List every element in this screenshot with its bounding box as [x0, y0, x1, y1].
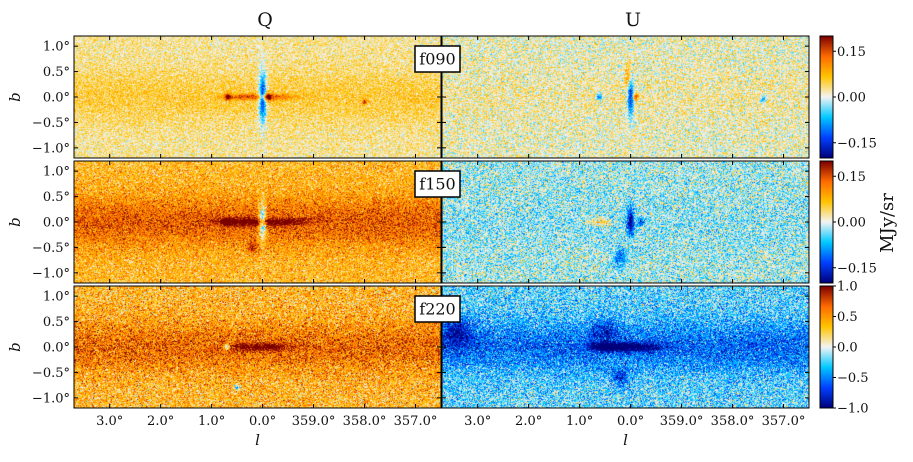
- y-tick-label: −0.5°: [32, 241, 70, 256]
- map-panel-f220-u: [441, 285, 810, 409]
- x-axis-label: l: [255, 431, 260, 449]
- colorbar-tick-label: 0.00: [837, 91, 866, 106]
- x-tick-label: 3.0°: [464, 414, 491, 429]
- x-tick-label: 2.0°: [515, 414, 542, 429]
- x-tick-label: 357.0°: [394, 414, 438, 429]
- map-panel-f090-u: [441, 35, 810, 159]
- map-panel-f150-q: [73, 160, 442, 284]
- y-axis-label: b: [6, 92, 24, 102]
- column-titles: Q U: [257, 9, 641, 31]
- x-tick-label: 1.0°: [198, 414, 225, 429]
- x-tick-label: 1.0°: [566, 414, 593, 429]
- y-tick-label: 1.0°: [43, 165, 70, 180]
- x-tick-label: 0.0°: [617, 414, 644, 429]
- colorbar-f150: 0.15 0.00 −0.15: [819, 160, 877, 284]
- colorbar-tick-label: −0.15: [837, 136, 877, 151]
- band-label-text: f220: [419, 300, 455, 319]
- colorbar-tick-label: 0.00: [837, 216, 866, 231]
- band-label-text: f090: [419, 50, 455, 69]
- colorbar-tick-label: −1.0: [837, 402, 869, 417]
- colorbar-tick-label: 0.0: [837, 341, 858, 356]
- y-tick-label: −0.5°: [32, 116, 70, 131]
- colorbar-gradient: [820, 161, 833, 283]
- band-label-f090: f090: [414, 45, 461, 73]
- x-tick-label: 359.0°: [292, 414, 336, 429]
- colorbar-tick-label: 1.0: [837, 280, 858, 295]
- colorbar-tick-label: −0.15: [837, 261, 877, 276]
- colorbar-f090: 0.15 0.00 −0.15: [819, 35, 877, 159]
- y-tick-label: −0.5°: [32, 366, 70, 381]
- band-label-f150: f150: [414, 170, 461, 198]
- y-tick-label: −1.0°: [32, 391, 70, 406]
- x-tick-label: 357.0°: [762, 414, 806, 429]
- y-axes: 1.0° 0.5° 0.0° −0.5° −1.0° b 1.0° 0.5° 0.0° −0.5°…: [6, 40, 70, 407]
- band-label-box: [414, 170, 461, 198]
- colorbar-tick-label: −0.5: [837, 371, 869, 386]
- x-tick-label: 359.0°: [660, 414, 704, 429]
- y-tick-label: 1.0°: [43, 290, 70, 305]
- map-image: [74, 36, 441, 158]
- y-tick-label: 0.5°: [43, 65, 70, 80]
- y-tick-label: 0.5°: [43, 315, 70, 330]
- y-axis-label: b: [6, 342, 24, 352]
- map-image: [74, 286, 441, 408]
- column-title-q: Q: [257, 9, 273, 31]
- colorbar-tick-label: 0.5: [837, 310, 858, 325]
- x-tick-label: 0.0°: [249, 414, 276, 429]
- x-tick-label: 3.0°: [96, 414, 123, 429]
- y-tick-label: 1.0°: [43, 40, 70, 55]
- colorbar-gradient: [820, 36, 833, 158]
- colorbar-gradient: [820, 286, 833, 408]
- band-labels: f090 f150 f220: [414, 45, 461, 323]
- map-panels: [73, 35, 810, 409]
- y-tick-label: 0.5°: [43, 190, 70, 205]
- y-axis-label: b: [6, 217, 24, 227]
- band-label-f220: f220: [414, 295, 461, 323]
- map-panel-f220-q: [73, 285, 442, 409]
- x-tick-label: 2.0°: [147, 414, 174, 429]
- x-axes: 3.0° 2.0° 1.0° 0.0° 359.0° 358.0° 357.0° l 3.0° 2…: [96, 414, 805, 449]
- band-label-box: [414, 295, 461, 323]
- y-tick-label: 0.0°: [43, 91, 70, 106]
- map-image: [442, 286, 809, 408]
- y-tick-label: 0.0°: [43, 216, 70, 231]
- colorbar-tick-label: 0.15: [837, 170, 866, 185]
- y-tick-label: −1.0°: [32, 141, 70, 156]
- map-panel-f090-q: [73, 35, 442, 159]
- map-panel-f150-u: [441, 160, 810, 284]
- colorbar-tick-label: 0.15: [837, 45, 866, 60]
- x-axis-label: l: [623, 431, 628, 449]
- map-image: [442, 36, 809, 158]
- map-image: [442, 161, 809, 283]
- map-image: [74, 161, 441, 283]
- colorbars: 0.15 0.00 −0.15 0.15 0.00 −0.15 1.0 0.5 0.0 −0.5 −…: [819, 35, 877, 417]
- column-title-u: U: [625, 9, 641, 31]
- colorbar-f220: 1.0 0.5 0.0 −0.5 −1.0: [819, 280, 869, 417]
- x-tick-label: 358.0°: [343, 414, 387, 429]
- band-label-box: [414, 45, 461, 73]
- y-tick-label: −1.0°: [32, 266, 70, 281]
- band-label-text: f150: [419, 175, 455, 194]
- colorbar-unit-label: MJy/sr: [877, 193, 898, 253]
- x-tick-label: 358.0°: [711, 414, 755, 429]
- y-tick-label: 0.0°: [43, 341, 70, 356]
